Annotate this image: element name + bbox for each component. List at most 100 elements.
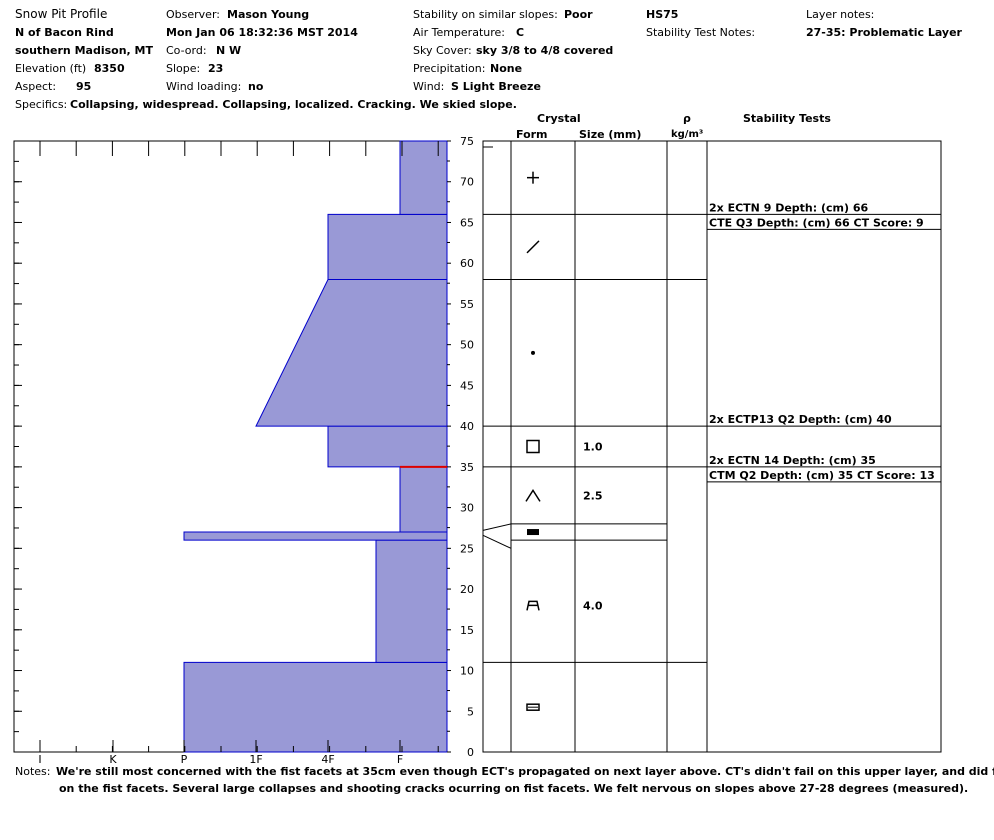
page-title: Snow Pit Profile [15, 7, 108, 21]
stability-notes-label: Stability Test Notes: [646, 26, 756, 39]
layer-notes-value: 27-35: Problematic Layer [806, 26, 962, 39]
y-tick-label: 45 [460, 379, 474, 392]
faceted-square-icon [526, 439, 540, 454]
crystal-size: 4.0 [583, 599, 603, 612]
sky-cover-label: Sky Cover: [413, 44, 472, 57]
y-tick-label: 55 [460, 298, 474, 311]
table-frame [482, 140, 942, 753]
crystal-size: 2.5 [583, 489, 603, 502]
melt-freeze-crust-icon [527, 529, 539, 536]
decomposing-slash-icon [526, 240, 540, 254]
ice-lens-icon [526, 703, 540, 711]
x-tick-label: P [181, 753, 188, 766]
y-tick-label: 30 [460, 502, 474, 515]
y-tick-label: 15 [460, 624, 474, 637]
depth-hoar-a-icon [526, 600, 540, 611]
x-tick-label: F [397, 753, 403, 766]
layer-notes-label: Layer notes: [806, 8, 875, 21]
x-tick-label: I [38, 753, 41, 766]
y-tick-label: 20 [460, 583, 474, 596]
y-tick-label: 50 [460, 339, 474, 352]
hardness-layer-4 [327, 425, 448, 468]
air-temp-value: C [516, 26, 525, 39]
stability-tests-header: Stability Tests [743, 112, 831, 125]
y-tick-label: 0 [467, 746, 474, 759]
form-header: Form [516, 128, 548, 141]
symbol-square [526, 439, 540, 454]
hardness-layer-6 [327, 213, 448, 280]
hardness-layer-7 [399, 140, 448, 215]
symbol-a [526, 600, 540, 611]
date-time: Mon Jan 06 18:32:36 MST 2014 [166, 26, 358, 39]
y-tick-label: 60 [460, 257, 474, 270]
rounded-dot-icon [531, 350, 535, 355]
symbol-lens [526, 703, 540, 711]
specifics-label: Specifics: [15, 98, 68, 111]
x-axis: I K P 1F 4F F [38, 740, 439, 766]
wind-label: Wind: [413, 80, 445, 93]
y-tick-label: 75 [460, 135, 474, 148]
wind-value: S Light Breeze [451, 80, 541, 93]
coord-label: Co-ord: [166, 44, 207, 57]
y-tick-label: 65 [460, 216, 474, 229]
elevation-value: 8350 [94, 62, 125, 75]
layer-connector [482, 534, 512, 549]
symbol-caret [525, 488, 541, 502]
slope-label: Slope: [166, 62, 201, 75]
specifics-value: Collapsing, widespread. Collapsing, loca… [70, 98, 517, 111]
stability-test-label: 2x ECTN 14 Depth: (cm) 35 [709, 454, 876, 467]
observer-label: Observer: [166, 8, 220, 21]
y-tick-label: 40 [460, 420, 474, 433]
y-tick-label: 25 [460, 542, 474, 555]
x-tick-label: 1F [249, 753, 262, 766]
stability-value: Poor [564, 8, 593, 21]
air-temp-label: Air Temperature: [413, 26, 505, 39]
crystal-size: 1.0 [583, 441, 603, 454]
y-tick-label: 70 [460, 176, 474, 189]
elevation-label: Elevation (ft) [15, 62, 87, 75]
coord-value: N W [216, 44, 242, 57]
crystal-table: 1.0 2.5 4.0 [482, 140, 942, 753]
stability-label: Stability on similar slopes: [413, 8, 558, 21]
observer-value: Mason Young [227, 8, 310, 21]
size-header: Size (mm) [579, 128, 642, 141]
symbol-bar [527, 529, 539, 536]
wind-loading-label: Wind loading: [166, 80, 242, 93]
new-snow-plus-icon [527, 171, 539, 184]
stability-test-label: CTE Q3 Depth: (cm) 66 CT Score: 9 [709, 216, 924, 229]
stability-test-label: 2x ECTP13 Q2 Depth: (cm) 40 [709, 413, 892, 426]
aspect-value: 95 [76, 80, 92, 93]
density-symbol-header: ρ [683, 112, 691, 125]
sky-cover-value: sky 3/8 to 4/8 covered [476, 44, 614, 57]
hardness-layer-2 [183, 531, 448, 541]
wind-loading-value: no [248, 80, 264, 93]
hardness-layer-1 [375, 539, 448, 663]
precip-value: None [490, 62, 523, 75]
stability-test-label: CTM Q2 Depth: (cm) 35 CT Score: 13 [709, 469, 935, 482]
symbol-stroke [526, 240, 540, 254]
location-name: N of Bacon Rind [15, 26, 114, 39]
hardness-plot [13, 140, 448, 753]
hardness-layer-3 [399, 466, 448, 533]
slope-value: 23 [208, 62, 224, 75]
precip-label: Precipitation: [413, 62, 486, 75]
x-tick-label: 4F [321, 753, 334, 766]
hardness-layer-0 [183, 661, 448, 753]
y-tick-label: 10 [460, 665, 474, 678]
notes-line-1: We're still most concerned with the fist… [56, 765, 994, 778]
y-tick-label: 35 [460, 461, 474, 474]
aspect-label: Aspect: [15, 80, 57, 93]
hs-value: HS75 [646, 8, 679, 21]
stability-test-label: 2x ECTN 9 Depth: (cm) 66 [709, 201, 868, 214]
symbol-dot [531, 350, 535, 355]
stability-panel: 2x ECTN 14 Depth: (cm) 35 CTM Q2 Depth: (… [707, 201, 941, 483]
y-tick-label: 5 [467, 705, 474, 718]
notes-line-2: on the fist facets. Several large collap… [59, 782, 969, 795]
density-unit-header: kg/m³ [671, 129, 704, 140]
y-axis: 0 5 10 15 20 25 30 35 40 45 50 55 60 65 70 75 [14, 135, 474, 773]
layer-connector [482, 523, 512, 531]
x-tick-label: K [109, 753, 117, 766]
region: southern Madison, MT [15, 44, 153, 57]
